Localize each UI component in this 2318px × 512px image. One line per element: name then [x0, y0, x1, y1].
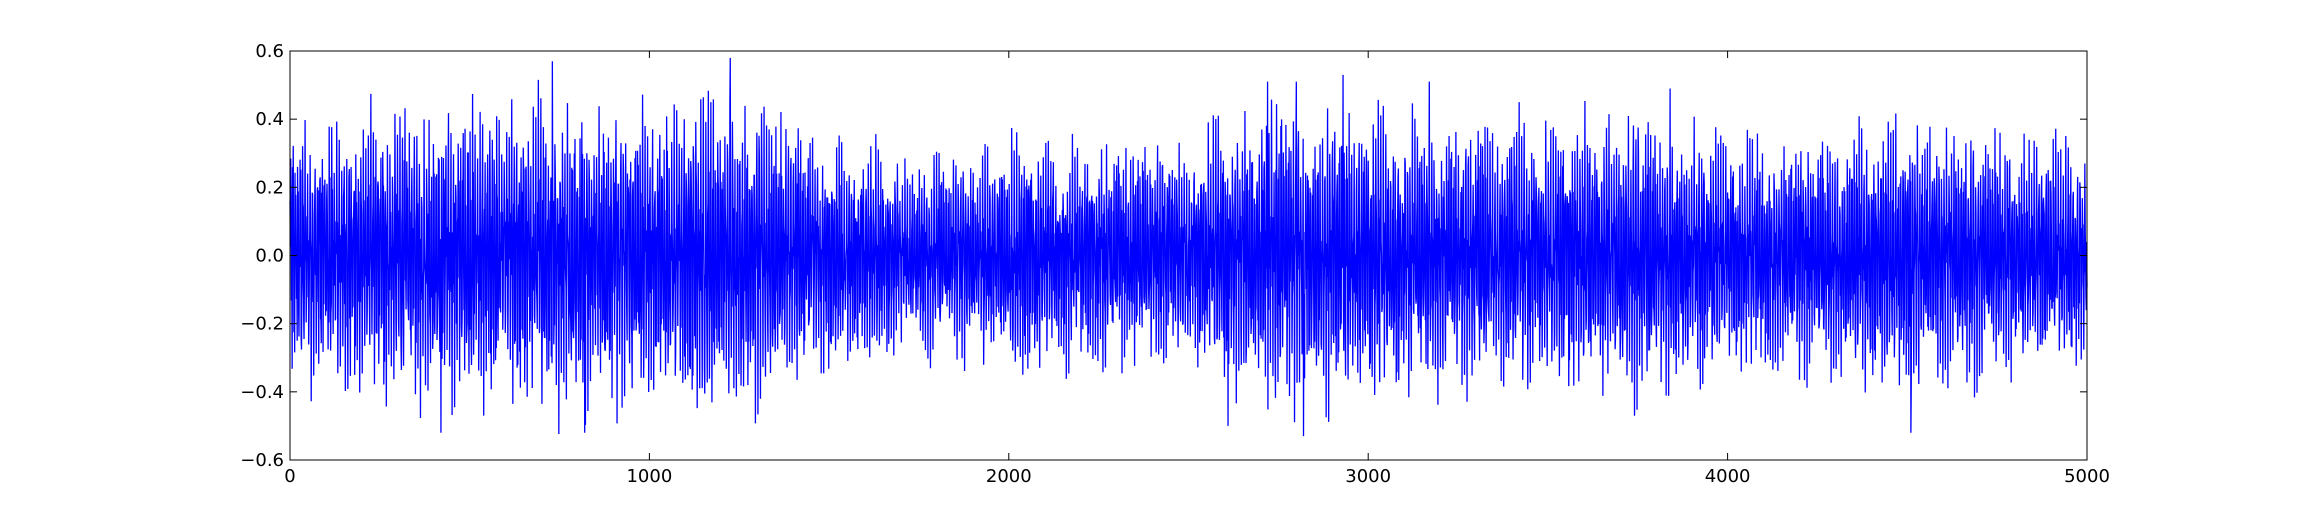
y-tick-label: −0.6	[240, 450, 284, 471]
y-tick-label: 0.4	[255, 109, 284, 130]
x-axis-ticks: 0 1000 2000 3000 4000 5000	[284, 51, 2110, 487]
y-tick-label: 0.6	[255, 41, 284, 62]
x-tick-label: 2000	[986, 466, 1032, 487]
x-tick-label: 4000	[1705, 466, 1751, 487]
series-layer	[289, 57, 2088, 437]
x-tick-label: 0	[284, 466, 295, 487]
x-tick-label: 3000	[1345, 466, 1391, 487]
y-tick-label: −0.2	[240, 314, 284, 335]
plot-area	[289, 50, 2088, 461]
series-line	[289, 57, 2088, 437]
y-tick-label: 0.0	[255, 246, 284, 267]
y-tick-label: −0.4	[240, 382, 284, 403]
y-axis-ticks: −0.6 −0.4 −0.2 0.0 0.2 0.4 0.6	[240, 41, 2087, 471]
y-tick-label: 0.2	[255, 177, 284, 198]
x-tick-label: 1000	[626, 466, 672, 487]
x-tick-label: 5000	[2064, 466, 2110, 487]
